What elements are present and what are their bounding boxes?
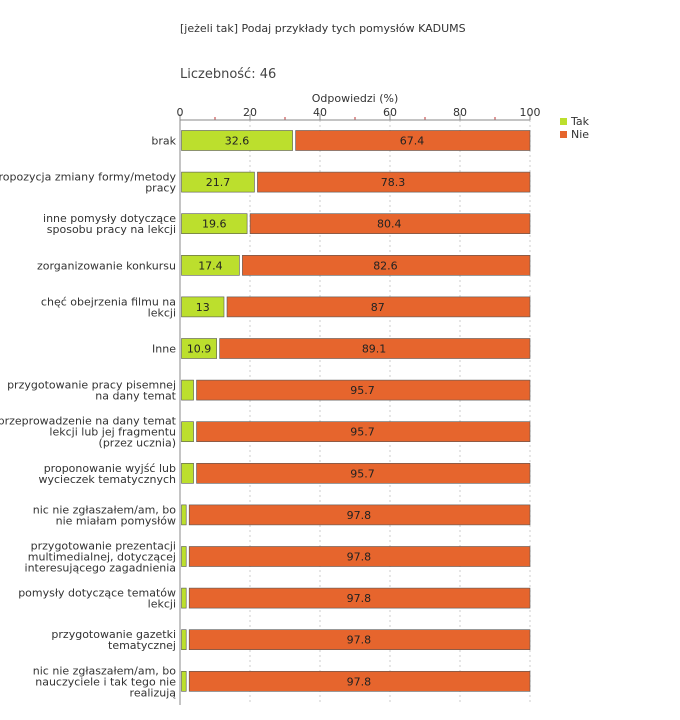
bar-nie bbox=[188, 670, 531, 692]
data-label-tak: 19.6 bbox=[202, 218, 227, 231]
category-label: lekcji bbox=[148, 306, 176, 319]
x-tick-label: 0 bbox=[177, 106, 184, 119]
category-label: multimedialnej, dotyczącej bbox=[28, 551, 176, 564]
data-label-nie: 95.7 bbox=[350, 467, 375, 480]
bar-nie bbox=[188, 504, 531, 526]
data-label-nie: 97.8 bbox=[347, 551, 372, 564]
category-label: przygotowanie prezentacji bbox=[31, 540, 176, 553]
category-label: przygotowanie pracy pisemnej bbox=[7, 379, 176, 392]
category-label: chęć obejrzenia filmu na bbox=[41, 295, 176, 308]
data-label-tak: 32.6 bbox=[225, 135, 250, 148]
data-label-nie: 82.6 bbox=[373, 259, 398, 272]
x-tick-label: 100 bbox=[520, 106, 541, 119]
bar-nie bbox=[196, 379, 531, 401]
data-label-nie: 97.8 bbox=[347, 509, 372, 522]
category-label: tematycznej bbox=[108, 639, 176, 652]
category-label: przygotowanie gazetki bbox=[51, 628, 176, 641]
bar-tak bbox=[181, 670, 187, 692]
sample-size-value: 46 bbox=[259, 67, 277, 82]
x-axis-label: Odpowiedzi (%) bbox=[312, 92, 399, 105]
category-label: nauczyciele i tak tego nie bbox=[35, 675, 176, 688]
data-label-tak: 21.7 bbox=[206, 176, 231, 189]
bar-nie bbox=[249, 213, 531, 234]
legend-label-tak: Tak bbox=[570, 115, 590, 128]
category-label: lekcji lub jej fragmentu bbox=[49, 426, 176, 439]
bar-tak bbox=[181, 171, 255, 193]
bar-tak bbox=[181, 296, 225, 318]
data-label-nie: 97.8 bbox=[347, 592, 372, 605]
bar-nie bbox=[188, 587, 531, 609]
category-label: interesującego zagadnienia bbox=[25, 562, 176, 575]
data-label-nie: 97.8 bbox=[347, 675, 372, 688]
bar-tak bbox=[181, 130, 293, 151]
sample-size-label: Liczebność: bbox=[180, 67, 256, 82]
bar-nie bbox=[295, 130, 531, 151]
bar-nie bbox=[196, 462, 531, 484]
category-label: wycieczek tematycznych bbox=[38, 473, 176, 486]
data-label-nie: 87 bbox=[371, 301, 385, 314]
x-tick-label: 40 bbox=[313, 106, 327, 119]
bar-nie bbox=[226, 296, 531, 318]
category-label: pracy bbox=[145, 182, 176, 195]
category-label: nie miałam pomysłów bbox=[56, 514, 176, 527]
bar-nie bbox=[188, 629, 531, 651]
category-label: nic nie zgłaszałem/am, bo bbox=[33, 664, 176, 677]
bar-nie bbox=[188, 546, 531, 567]
category-label: na dany temat bbox=[95, 390, 176, 403]
bar-nie bbox=[196, 421, 531, 443]
category-label: lekcji bbox=[148, 598, 176, 611]
legend-label-nie: Nie bbox=[571, 128, 589, 141]
category-label: Propozycja zmiany formy/metody bbox=[0, 171, 176, 184]
data-label-tak: 13 bbox=[196, 301, 210, 314]
bar-tak bbox=[181, 421, 194, 443]
bar-tak bbox=[181, 213, 248, 234]
legend-swatch-nie bbox=[560, 131, 567, 138]
category-label: nic nie zgłaszałem/am, bo bbox=[33, 503, 176, 516]
bar-nie bbox=[219, 338, 531, 359]
data-label-nie: 67.4 bbox=[400, 135, 425, 148]
bar-tak bbox=[181, 379, 194, 401]
sample-size: Liczebność: 46 bbox=[180, 67, 276, 82]
category-label: inne pomysły dotyczące bbox=[43, 212, 176, 225]
category-label: proponowanie wyjść lub bbox=[44, 462, 176, 475]
category-label: (przez ucznia) bbox=[99, 437, 176, 450]
data-label-nie: 78.3 bbox=[381, 176, 406, 189]
bar-tak bbox=[181, 587, 187, 609]
bar-tak bbox=[181, 546, 187, 567]
data-label-nie: 80.4 bbox=[377, 218, 402, 231]
category-label: zorganizowanie konkursu bbox=[37, 259, 176, 272]
data-label-tak: 10.9 bbox=[187, 343, 212, 356]
category-label: Inne bbox=[152, 343, 176, 356]
legend-swatch-tak bbox=[560, 118, 567, 125]
data-label-nie: 97.8 bbox=[347, 634, 372, 647]
x-tick-label: 20 bbox=[243, 106, 257, 119]
data-label-tak: 17.4 bbox=[198, 259, 223, 272]
bar-tak bbox=[181, 255, 240, 276]
category-label: realizują bbox=[130, 686, 177, 699]
bar-nie bbox=[242, 255, 531, 276]
chart-title: [jeżeli tak] Podaj przykłady tych pomysł… bbox=[180, 22, 466, 35]
category-label: sposobu pracy na lekcji bbox=[47, 223, 176, 236]
bar-tak bbox=[181, 338, 217, 359]
category-label: brak bbox=[151, 135, 176, 148]
category-label: przeprowadzenie na dany temat bbox=[0, 415, 177, 428]
data-label-nie: 95.7 bbox=[350, 384, 375, 397]
data-label-nie: 89.1 bbox=[362, 343, 387, 356]
bar-nie bbox=[257, 171, 531, 193]
category-label: pomysły dotyczące tematów bbox=[18, 587, 176, 600]
x-tick-label: 60 bbox=[383, 106, 397, 119]
bar-tak bbox=[181, 462, 194, 484]
x-tick-label: 80 bbox=[453, 106, 467, 119]
data-label-nie: 95.7 bbox=[350, 426, 375, 439]
bar-tak bbox=[181, 504, 187, 526]
bar-tak bbox=[181, 629, 187, 651]
